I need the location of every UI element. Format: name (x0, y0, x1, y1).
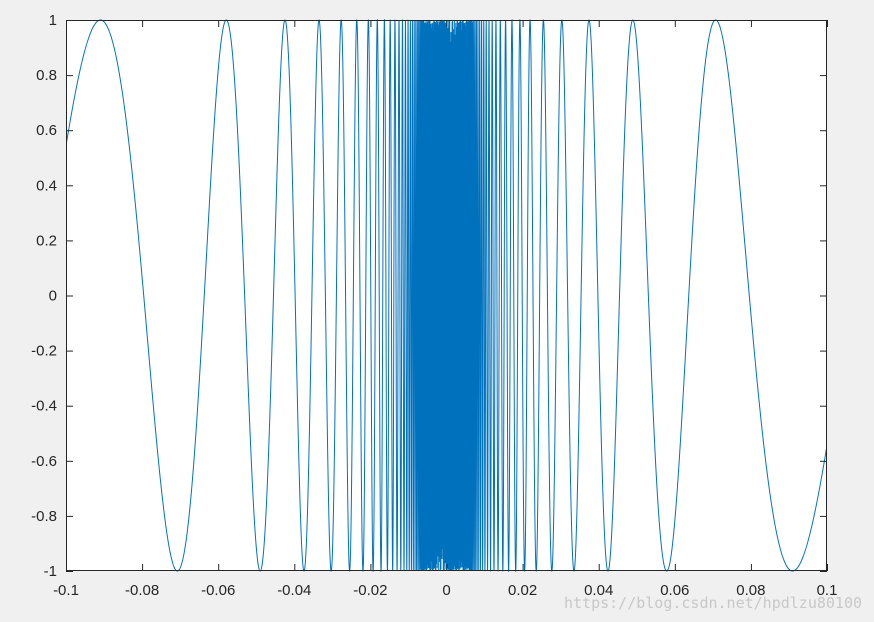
x-tick-label: 0.1 (817, 582, 838, 599)
y-tick-label: -0.2 (31, 343, 57, 360)
x-tick-label: -0.02 (353, 582, 387, 599)
x-tick-label: -0.1 (53, 582, 79, 599)
x-tick-label: -0.08 (125, 582, 159, 599)
x-axis-tick-labels: -0.1 -0.08 -0.06 -0.04 -0.02 0 0.02 0.04 0.06 0.0… (53, 582, 837, 599)
y-tick-label: 0 (49, 288, 57, 305)
series-group (66, 19, 827, 572)
y-tick-label: 0.6 (36, 122, 57, 139)
x-tick-label: 0.08 (736, 582, 765, 599)
y-tick-label: -1 (44, 563, 57, 580)
series-line-0 (66, 19, 827, 572)
y-axis-tick-labels: -1 -0.8 -0.6 -0.4 -0.2 0 0.2 0.4 0.6 0.8 1 (31, 12, 57, 580)
y-tick-label: -0.6 (31, 453, 57, 470)
y-tick-label: -0.8 (31, 508, 57, 525)
x-tick-label: 0.06 (660, 582, 689, 599)
watermark-text: https://blog.csdn.net/hpdlzu80100 (564, 594, 862, 612)
y-tick-label: 0.8 (36, 67, 57, 84)
x-axis-ticks (66, 20, 828, 571)
x-tick-label: 0.02 (508, 582, 537, 599)
y-tick-label: -0.4 (31, 398, 57, 415)
y-tick-label: 0.2 (36, 232, 57, 249)
x-tick-label: -0.04 (277, 582, 311, 599)
x-tick-label: 0.04 (584, 582, 613, 599)
y-tick-label: 1 (49, 12, 57, 29)
x-tick-label: -0.06 (201, 582, 235, 599)
x-tick-label: 0 (442, 582, 450, 599)
y-axis-ticks (66, 20, 827, 572)
y-tick-label: 0.4 (36, 177, 57, 194)
